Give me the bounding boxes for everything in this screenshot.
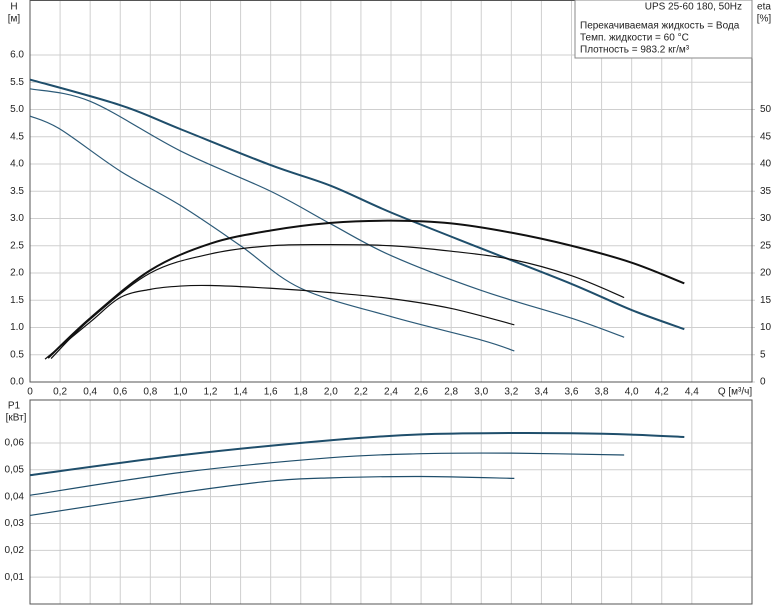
y-tick-label: 4.5	[10, 131, 24, 142]
y-tick-label: 0.0	[10, 377, 24, 388]
x-tick-label: 0	[27, 387, 33, 398]
y2-tick-label: 50	[760, 104, 772, 115]
info-line: Плотность = 983.2 кг/м³	[580, 45, 690, 56]
curve	[29, 88, 625, 338]
x-tick-label: 1,2	[204, 387, 218, 398]
power-panel: 0,01 0,02 0,03 0,04 0,05 0,06	[5, 399, 753, 605]
x-tick-label: 3,8	[595, 387, 609, 398]
plot-frame	[29, 0, 753, 383]
y-tick-label: 3.5	[10, 186, 24, 197]
y2-tick-label: 10	[760, 322, 772, 333]
y-tick-label: 5.0	[10, 104, 24, 115]
curve	[29, 78, 685, 331]
info-box	[574, 0, 753, 59]
x-tick-label: 0,4	[83, 387, 97, 398]
y-tick-label: 0.5	[10, 349, 24, 360]
x-tick-label: 4,4	[685, 387, 699, 398]
x-tick-label: 1,4	[234, 387, 248, 398]
x-tick-label: 2,4	[384, 387, 398, 398]
head-panel: 0 0,2 0,4 0,6 0,8 1,0 1,2 1,4 1,6 1,8 2,0 2,2 2,4 2,6…	[10, 0, 772, 398]
y-tick-label: 0,04	[5, 491, 25, 502]
x-tick-label: 1,6	[264, 387, 278, 398]
x-tick-label: 0,8	[143, 387, 157, 398]
x-tick-label: 3,4	[534, 387, 548, 398]
y2-tick-label: 20	[760, 268, 772, 279]
y-axis-unit: [кВт]	[6, 413, 27, 424]
x-tick-label: 2,6	[414, 387, 428, 398]
y2-axis-unit: [%]	[757, 14, 772, 25]
curve	[47, 219, 685, 359]
x-axis-label: Q [м³/ч]	[718, 387, 753, 398]
x-tick-label: 0,2	[53, 387, 67, 398]
x-tick-label: 2,0	[324, 387, 338, 398]
y-axis-unit: [м]	[8, 14, 21, 25]
y-tick-label: 4.0	[10, 159, 24, 170]
curve	[29, 431, 685, 477]
x-tick-label: 1,8	[294, 387, 308, 398]
y2-tick-label: 35	[760, 186, 772, 197]
y-tick-label: 1.5	[10, 295, 24, 306]
y-tick-label: 0,01	[5, 572, 25, 583]
x-tick-label: 2,2	[354, 387, 368, 398]
y2-tick-label: 5	[760, 349, 766, 360]
y-tick-label: 2.0	[10, 268, 24, 279]
y2-tick-label: 45	[760, 131, 772, 142]
y2-tick-label: 15	[760, 295, 772, 306]
y2-tick-label: 0	[760, 377, 766, 388]
curve	[29, 452, 625, 496]
y-axis-label: H	[10, 2, 17, 13]
y2-tick-label: 40	[760, 159, 772, 170]
x-tick-label: 3,0	[474, 387, 488, 398]
x-tick-label: 1,0	[173, 387, 187, 398]
x-tick-label: 4,0	[625, 387, 639, 398]
info-line: Темп. жидкости = 60 °C	[580, 33, 689, 44]
info-line: Перекачиваемая жидкость = Вода	[580, 21, 740, 32]
y-tick-label: 0,02	[5, 545, 25, 556]
y-tick-label: 6.0	[10, 50, 24, 61]
x-tick-label: 3,6	[565, 387, 579, 398]
x-tick-label: 4,2	[655, 387, 669, 398]
y-tick-label: 0,06	[5, 438, 25, 449]
x-tick-label: 3,2	[504, 387, 518, 398]
y-tick-label: 2.5	[10, 240, 24, 251]
y2-tick-label: 25	[760, 240, 772, 251]
y-axis-label: P1	[8, 401, 21, 412]
x-tick-label: 2,8	[444, 387, 458, 398]
y-tick-label: 1.0	[10, 322, 24, 333]
x-tick-label: 0,6	[113, 387, 127, 398]
curve	[44, 284, 515, 360]
y-tick-label: 0,05	[5, 464, 25, 475]
y-tick-label: 3.0	[10, 213, 24, 224]
curve	[29, 115, 515, 352]
y-tick-label: 5.5	[10, 77, 24, 88]
pump-name: UPS 25-60 180, 50Hz	[645, 2, 742, 13]
plot-frame	[29, 399, 753, 605]
curve	[50, 243, 625, 359]
y2-tick-label: 30	[760, 213, 772, 224]
curve	[29, 475, 515, 517]
y2-axis-label: eta	[757, 2, 771, 13]
y-tick-label: 0,03	[5, 518, 25, 529]
